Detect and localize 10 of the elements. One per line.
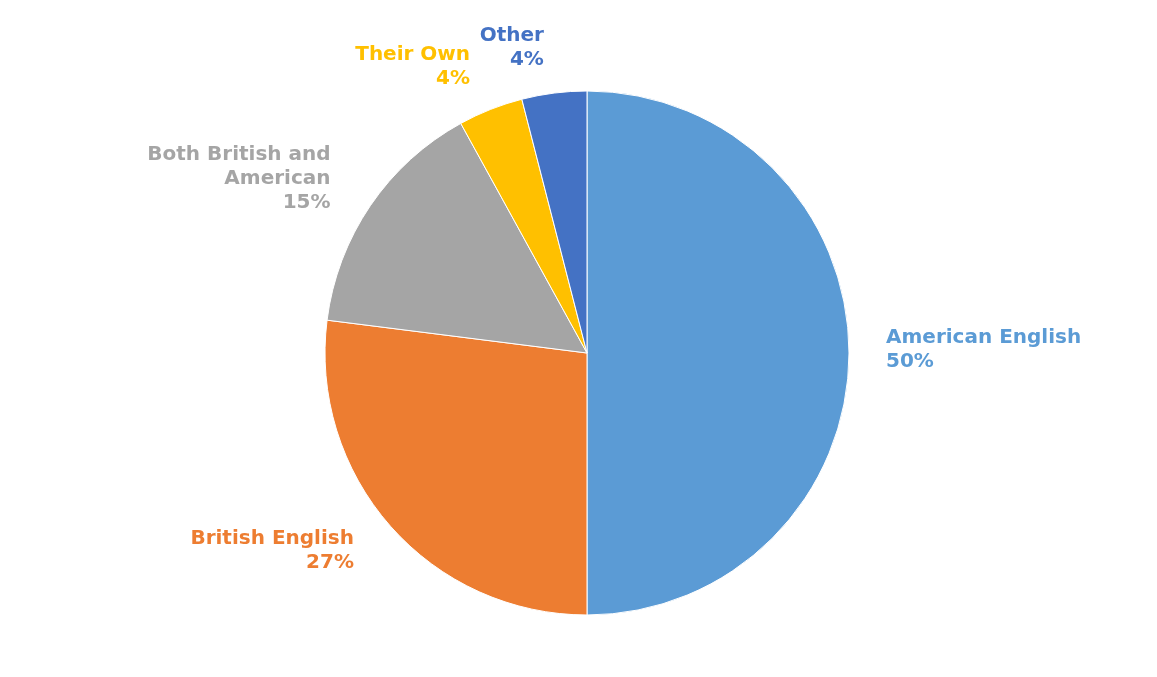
data-label: 4%	[509, 46, 544, 71]
data-label: 15%	[282, 189, 331, 214]
slice-label: British English	[190, 525, 354, 550]
slice-label: American English	[886, 324, 1082, 348]
slice-label: Other	[479, 22, 545, 47]
data-label: 50%	[886, 348, 934, 372]
slice-label: Their Own	[355, 41, 471, 66]
data-label: 27%	[306, 549, 354, 574]
slice-label: Both British and American	[147, 141, 331, 190]
data-label: 4%	[436, 65, 471, 90]
